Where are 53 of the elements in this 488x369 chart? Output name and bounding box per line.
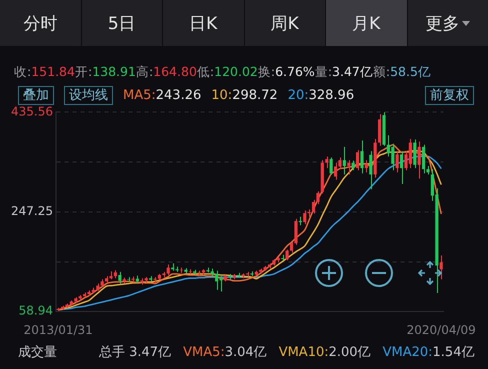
candlestick — [356, 150, 360, 171]
candlestick — [118, 271, 122, 284]
candlestick — [188, 268, 192, 274]
candlestick — [325, 156, 328, 169]
text: 分时 — [23, 12, 58, 34]
candlestick — [360, 140, 364, 174]
candlestick — [408, 138, 412, 169]
candlestick — [330, 157, 333, 175]
candlestick — [391, 143, 394, 171]
text: 设均线 — [64, 86, 113, 105]
candlestick — [215, 270, 218, 290]
text: 更多 — [425, 12, 460, 34]
text: 周K — [270, 12, 299, 34]
x-tick-label: 2013/01/31 — [24, 322, 93, 337]
candlestick — [342, 146, 346, 175]
candlestick — [303, 210, 306, 225]
text: 20:328.96 — [288, 88, 354, 103]
text: 额:58.5亿 — [372, 64, 431, 81]
text: 量:3.47亿 — [314, 64, 373, 81]
candlestick — [440, 255, 443, 280]
candlestick — [347, 160, 350, 175]
text: 高:164.80 — [136, 64, 197, 81]
text: 低:120.02 — [196, 64, 258, 81]
text: VMA10:2.00亿 — [278, 344, 371, 361]
candlestick — [286, 249, 289, 261]
candlestick — [166, 264, 170, 276]
text: 月K — [352, 12, 380, 34]
y-tick-label: 435.56 — [10, 104, 53, 118]
candlestick — [418, 141, 421, 180]
text: 前复权 — [425, 86, 474, 105]
x-tick-label: 2020/04/09 — [406, 322, 476, 337]
candlestick — [396, 150, 399, 173]
text: 10:298.72 — [211, 88, 278, 103]
text: 收:151.84 — [14, 64, 75, 81]
text: 日K — [189, 12, 218, 34]
y-tick-label: 58.94 — [18, 304, 53, 318]
text: 总手 3.47亿 — [99, 344, 172, 361]
text: 换:6.76% — [258, 64, 315, 81]
candlestick — [413, 139, 416, 169]
candlestick — [334, 162, 338, 180]
candlestick — [378, 114, 382, 146]
candlestick — [422, 144, 426, 174]
text: VMA5:3.04亿 — [183, 344, 267, 361]
text: 5日 — [108, 12, 136, 34]
candlestick — [352, 160, 355, 171]
text: VMA20:1.54亿 — [382, 344, 474, 361]
text: 叠加 — [18, 86, 54, 105]
text: MA5:243.26 — [123, 88, 202, 103]
y-tick-label: 247.25 — [10, 204, 53, 218]
candlestick — [400, 150, 404, 184]
text: 成交量 — [18, 344, 57, 361]
candlestick — [369, 150, 372, 190]
text: 开:138.91 — [74, 64, 136, 81]
